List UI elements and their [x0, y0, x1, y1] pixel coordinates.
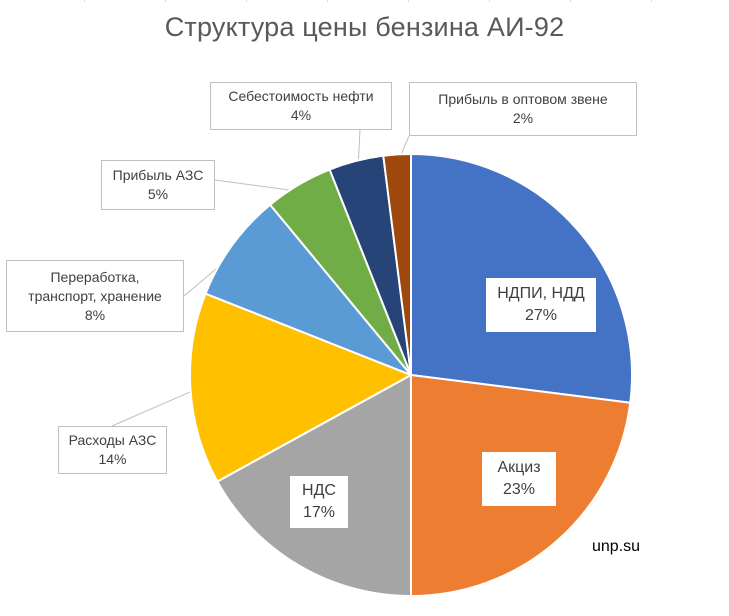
label-pribyl-opt-name: Прибыль в оптовом звене — [438, 91, 608, 107]
label-pribyl-azs-name: Прибыль АЗС — [112, 167, 204, 183]
label-sebestoimost: Себестоимость нефти 4% — [210, 82, 392, 130]
label-ndpi-name: НДПИ, НДД — [497, 285, 585, 302]
pie-slice-4 — [204, 203, 412, 376]
label-pribyl-azs-value: 5% — [147, 186, 169, 202]
label-pererabotka-value: 8% — [84, 306, 106, 323]
pie-slice-3 — [189, 292, 414, 483]
label-pribyl-opt: Прибыль в оптовом звене 2% — [409, 82, 637, 136]
leader-lines — [111, 129, 410, 427]
pie-slice-7 — [382, 152, 412, 376]
label-akciz: Акциз 23% — [482, 452, 556, 506]
leader-line-3 — [111, 387, 199, 427]
leader-line-5 — [214, 179, 303, 193]
label-rashody-azs-value: 14% — [98, 451, 127, 467]
label-rashody-azs-name: Расходы АЗС — [68, 432, 157, 448]
label-akciz-value: 23% — [502, 481, 536, 498]
label-nds-value: 17% — [302, 504, 336, 521]
watermark: unp.su — [592, 538, 641, 555]
label-pererabotka-line1: Переработка, — [50, 268, 140, 285]
label-pribyl-azs: Прибыль АЗС 5% — [101, 160, 215, 210]
label-sebestoimost-name: Себестоимость нефти — [228, 88, 374, 104]
top-gridlines — [0, 0, 729, 2]
label-nds: НДС 17% — [290, 476, 348, 528]
label-ndpi-value: 27% — [524, 307, 558, 324]
label-rashody-azs: Расходы АЗС 14% — [58, 426, 167, 474]
label-ndpi: НДПИ, НДД 27% — [486, 278, 596, 332]
label-sebestoimost-value: 4% — [290, 107, 312, 123]
label-pererabotka: Переработка, транспорт, хранение 8% — [6, 260, 184, 332]
label-akciz-name: Акциз — [497, 459, 541, 476]
pie-slices — [189, 152, 633, 598]
label-pererabotka-line2: транспорт, хранение — [28, 287, 162, 304]
chart-title: Структура цены бензина АИ-92 — [164, 12, 565, 42]
label-nds-name: НДС — [302, 482, 336, 499]
label-pribyl-opt-value: 2% — [512, 110, 534, 126]
